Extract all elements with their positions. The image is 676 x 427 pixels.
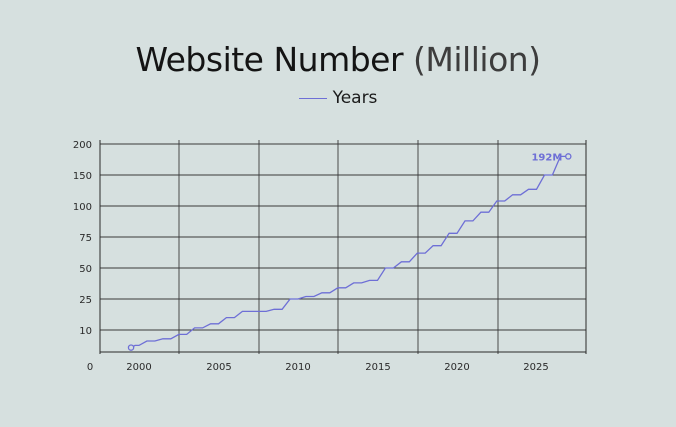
y-tick-label-150: 150 bbox=[73, 171, 92, 182]
chart-legend: Years bbox=[0, 88, 676, 108]
x-tick-label-0: 0 bbox=[87, 362, 93, 373]
end-point-marker bbox=[565, 153, 572, 160]
legend-line-swatch bbox=[298, 97, 327, 99]
x-tick-label-2000: 2000 bbox=[126, 362, 151, 373]
x-tick-label-2020: 2020 bbox=[444, 362, 469, 373]
y-tick-label-200: 200 bbox=[73, 140, 92, 151]
y-tick-label-10: 10 bbox=[79, 326, 92, 337]
end-value-label: 192M bbox=[531, 152, 562, 163]
x-tick-label-2015: 2015 bbox=[365, 362, 390, 373]
x-tick-label-2025: 2025 bbox=[523, 362, 548, 373]
series-line-years bbox=[130, 155, 569, 349]
chart-title: Website Number (Million) bbox=[0, 40, 676, 79]
x-tick-label-2010: 2010 bbox=[285, 362, 310, 373]
y-tick-label-50: 50 bbox=[79, 264, 92, 275]
start-point-marker bbox=[127, 344, 135, 351]
x-tick-label-2005: 2005 bbox=[206, 362, 231, 373]
y-tick-label-75: 75 bbox=[79, 233, 92, 244]
chart-title-unit: (Million) bbox=[413, 40, 541, 79]
legend-label: Years bbox=[332, 88, 378, 108]
y-tick-label-25: 25 bbox=[79, 295, 92, 306]
chart-title-main: Website Number bbox=[135, 40, 404, 79]
y-tick-label-100: 100 bbox=[73, 202, 92, 213]
